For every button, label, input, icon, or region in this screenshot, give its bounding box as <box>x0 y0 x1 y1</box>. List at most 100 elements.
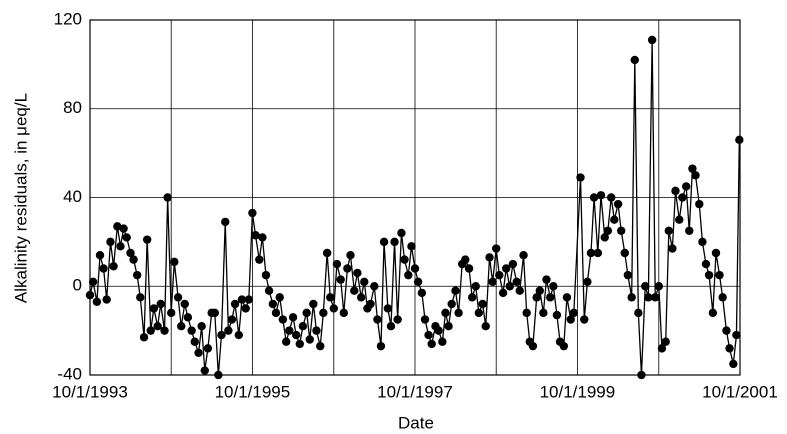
data-point <box>420 315 430 324</box>
data-point <box>275 293 284 302</box>
data-point <box>346 250 355 260</box>
data-point <box>248 208 257 218</box>
data-point <box>623 270 633 280</box>
data-point <box>285 326 294 335</box>
data-point <box>142 235 152 244</box>
data-point <box>356 293 366 302</box>
data-point <box>407 242 416 251</box>
x-tick-label: 10/1/1997 <box>377 382 453 401</box>
data-point <box>170 257 179 267</box>
data-point <box>569 308 579 318</box>
x-tick-label: 10/1/1995 <box>215 382 291 401</box>
data-point <box>711 248 721 258</box>
data-point <box>214 370 223 380</box>
data-point <box>288 313 298 322</box>
data-point <box>386 321 396 331</box>
plot-frame <box>89 19 741 376</box>
data-point <box>92 297 102 306</box>
data-point <box>542 275 551 284</box>
data-point <box>241 304 250 313</box>
data-point <box>350 286 359 295</box>
data-point <box>651 293 660 302</box>
data-point <box>729 359 738 369</box>
data-point <box>197 321 206 331</box>
x-axis-label: Date <box>398 413 434 432</box>
data-point <box>194 348 203 358</box>
data-point <box>156 299 165 309</box>
data-point <box>668 244 677 253</box>
data-point <box>309 299 318 309</box>
data-point <box>701 259 711 269</box>
data-point <box>708 308 718 318</box>
data-point <box>404 270 413 280</box>
data-point <box>478 299 487 309</box>
data-point <box>586 248 596 258</box>
data-point <box>329 304 339 313</box>
data-point <box>488 277 497 287</box>
data-point <box>210 308 219 318</box>
data-point <box>438 337 447 346</box>
data-point <box>88 277 98 287</box>
data-point <box>278 315 288 324</box>
data-point <box>410 264 420 273</box>
data-point <box>160 326 169 335</box>
data-point <box>451 286 460 295</box>
data-point <box>566 315 575 324</box>
data-point <box>515 286 524 295</box>
data-point <box>400 255 409 264</box>
data-point <box>149 304 159 313</box>
data-point <box>102 295 111 304</box>
data-point <box>282 337 291 346</box>
data-point <box>336 275 345 284</box>
data-point <box>681 182 691 191</box>
data-point <box>319 308 328 318</box>
data-point <box>512 277 521 287</box>
data-point <box>519 250 528 260</box>
data-point <box>234 330 244 340</box>
data-point <box>251 231 260 240</box>
data-point <box>237 295 247 304</box>
data-point <box>139 333 149 342</box>
data-point <box>532 293 541 302</box>
data-point <box>146 326 155 335</box>
data-point <box>393 315 402 324</box>
y-tick-label: 120 <box>54 9 82 28</box>
data-point <box>732 330 741 340</box>
data-point <box>725 344 734 353</box>
data-point <box>390 237 399 247</box>
data-point <box>271 308 281 318</box>
data-point <box>630 55 639 65</box>
data-point <box>122 233 131 242</box>
data-point <box>255 255 264 264</box>
data-point <box>698 237 707 247</box>
data-point <box>447 299 456 309</box>
data-point <box>343 264 352 273</box>
data-point <box>370 282 379 291</box>
data-point <box>495 270 504 280</box>
data-point <box>688 164 697 173</box>
data-point <box>634 308 643 318</box>
data-point <box>671 186 680 196</box>
data-point <box>434 326 443 335</box>
data-point <box>258 233 267 242</box>
data-point <box>505 282 514 291</box>
data-point <box>95 250 105 260</box>
data-point <box>99 264 108 273</box>
data-point <box>339 308 349 318</box>
data-point <box>461 255 470 264</box>
data-point <box>109 262 118 271</box>
data-point <box>546 293 555 302</box>
data-point <box>268 299 278 309</box>
data-point <box>600 233 609 242</box>
data-point <box>593 248 603 258</box>
data-point <box>637 370 646 380</box>
data-point <box>627 293 636 302</box>
data-point <box>613 199 623 209</box>
data-point <box>177 321 186 331</box>
data-point <box>187 326 196 335</box>
data-point <box>678 193 687 202</box>
data-point <box>203 344 213 353</box>
y-axis-label: Alkalinity residuals, in μeq/L <box>11 93 30 303</box>
